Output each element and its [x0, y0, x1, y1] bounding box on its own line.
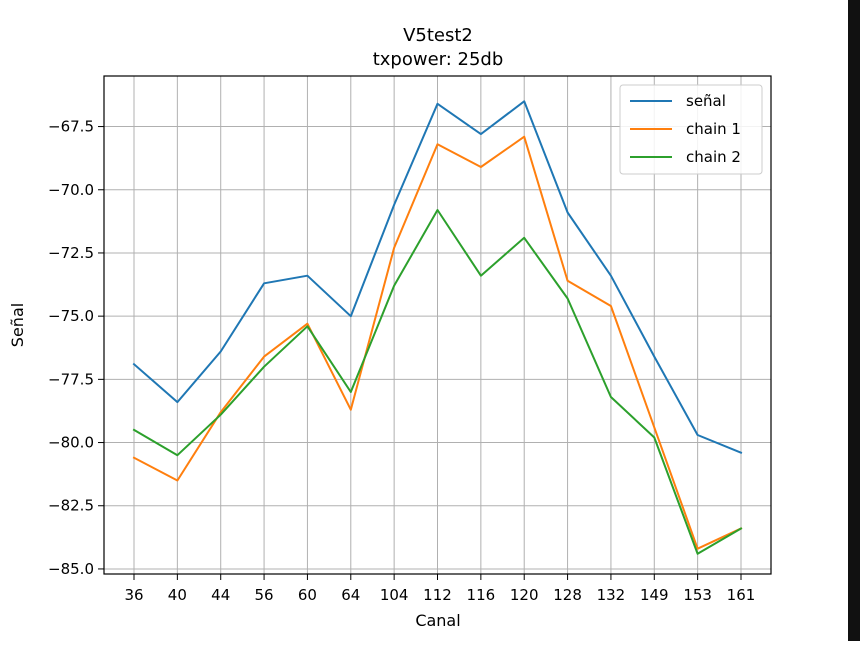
chart-title: V5test2 — [403, 25, 473, 46]
y-tick-label: −82.5 — [48, 497, 94, 515]
legend: señal chain 1 chain 2 — [619, 84, 763, 175]
x-tick-label: 112 — [423, 586, 452, 604]
x-tick-label: 60 — [298, 586, 317, 604]
legend-box — [619, 84, 763, 175]
x-tick-label: 128 — [553, 586, 582, 604]
y-tick-label: −72.5 — [48, 244, 94, 262]
series-line — [132, 100, 743, 455]
x-tick-label: 149 — [640, 586, 669, 604]
y-axis-label: Señal — [8, 303, 27, 347]
x-tick-label: 36 — [124, 586, 143, 604]
x-tick-label: 116 — [467, 586, 496, 604]
x-tick-label: 56 — [255, 586, 274, 604]
legend-label: chain 2 — [686, 148, 741, 166]
y-axis: −85.0 −82.5 −80.0 −77.5 −75.0 −72.5 −70.0 −67.5 — [48, 118, 104, 578]
x-tick-label: 40 — [168, 586, 187, 604]
x-tick-label: 120 — [510, 586, 539, 604]
x-tick-label: 153 — [683, 586, 712, 604]
x-tick-label: 161 — [727, 586, 756, 604]
x-tick-label: 104 — [380, 586, 409, 604]
x-axis-label: Canal — [415, 611, 460, 630]
window-edge — [848, 0, 860, 641]
x-axis: 36 40 44 56 60 64 104 112 116 120 128 132 149 153 161 — [124, 574, 755, 604]
series-layer — [132, 100, 743, 555]
y-tick-label: −80.0 — [48, 434, 94, 452]
x-tick-label: 132 — [597, 586, 626, 604]
y-tick-label: −85.0 — [48, 560, 94, 578]
y-tick-label: −67.5 — [48, 118, 94, 136]
chart-subtitle: txpower: 25db — [373, 49, 504, 70]
figure: V5test2 txpower: 25db 36 40 44 56 60 64 104 112… — [8, 0, 860, 641]
x-tick-label: 44 — [211, 586, 230, 604]
line-chart: V5test2 txpower: 25db 36 40 44 56 60 64 104 112… — [8, 25, 772, 630]
legend-label: señal — [686, 92, 726, 110]
y-tick-label: −77.5 — [48, 370, 94, 388]
legend-label: chain 1 — [686, 120, 741, 138]
series-line — [132, 135, 743, 550]
x-tick-label: 64 — [341, 586, 360, 604]
series-line — [132, 209, 743, 555]
y-tick-label: −75.0 — [48, 307, 94, 325]
y-tick-label: −70.0 — [48, 181, 94, 199]
